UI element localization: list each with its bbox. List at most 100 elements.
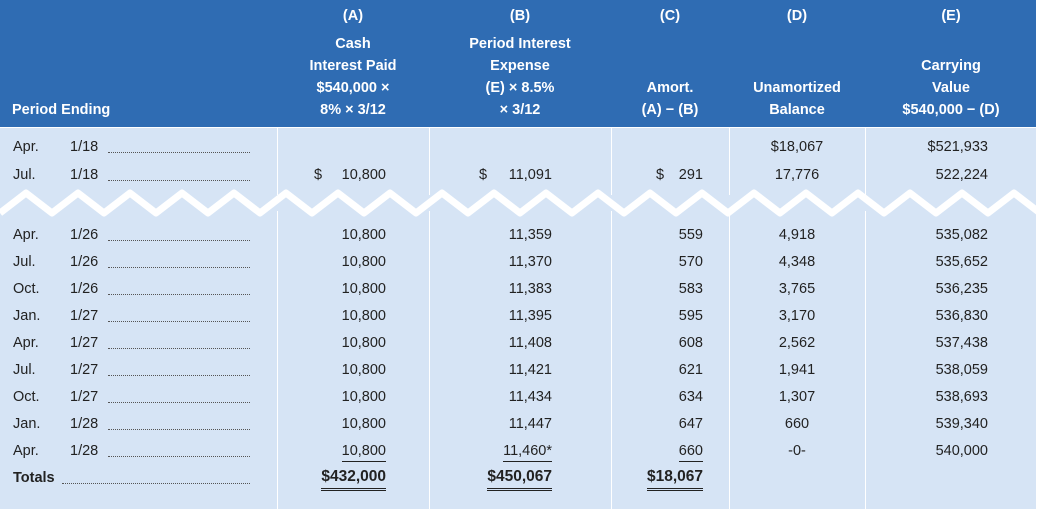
dollar-sign: $ [656, 167, 665, 183]
table-row: Apr. 1/28 10,800 11,460* 660 -0- 540,000 [0, 438, 1036, 465]
cell-carrying: 537,438 [935, 335, 988, 351]
header-col-e-letter: (E) [941, 8, 961, 24]
cell-unamortized: $18,067 [770, 139, 824, 155]
cell-cash-interest: 10,800 [341, 308, 386, 324]
leader-dots [108, 239, 250, 241]
row-year: 1/26 [70, 281, 99, 297]
cell-amortization: 634 [678, 389, 703, 405]
table-row: Jul. 1/18 $ 10,800 $ 11,091 $ 291 17,776… [0, 162, 1036, 189]
cell-cash-interest: 10,800 [341, 362, 386, 378]
total-cash-interest: $432,000 [321, 466, 386, 491]
cell-interest-expense: 11,460* [503, 441, 552, 462]
header-col-c-line1: Amort. [646, 80, 694, 96]
cell-carrying: $521,933 [927, 139, 988, 155]
table-row: Apr. 1/26 10,800 11,359 559 4,918 535,082 [0, 222, 1036, 249]
cell-cash-interest: 10,800 [341, 227, 386, 243]
row-year: 1/27 [70, 389, 99, 405]
cell-interest-expense: 11,408 [508, 335, 552, 351]
cell-cash-interest: 10,800 [341, 389, 386, 405]
table-row: Jan. 1/28 10,800 11,447 647 660 539,340 [0, 411, 1036, 438]
row-month: Apr. [13, 139, 39, 155]
column-divider [729, 127, 730, 509]
cell-amortization: 570 [678, 254, 703, 270]
dollar-sign: $ [314, 167, 323, 183]
table-row: Jul. 1/27 10,800 11,421 621 1,941 538,059 [0, 357, 1036, 384]
cell-carrying: 522,224 [935, 167, 988, 183]
cell-unamortized: -0- [788, 443, 806, 459]
column-divider [865, 127, 866, 509]
row-year: 1/27 [70, 362, 99, 378]
row-month: Apr. [13, 227, 39, 243]
cell-interest-expense: 11,359 [508, 227, 552, 243]
header-col-e-line3: $540,000 − (D) [902, 102, 1000, 118]
cell-unamortized: 660 [784, 416, 810, 432]
row-year: 1/28 [70, 416, 99, 432]
cell-interest-expense: 11,421 [508, 362, 552, 378]
row-month: Oct. [13, 281, 40, 297]
leader-dots [108, 293, 250, 295]
header-col-a-line2: Interest Paid [309, 58, 397, 74]
row-year: 1/28 [70, 443, 99, 459]
cell-amortization: 595 [678, 308, 703, 324]
cell-carrying: 536,235 [935, 281, 988, 297]
row-month: Apr. [13, 443, 39, 459]
cell-carrying: 535,082 [935, 227, 988, 243]
cell-interest-expense: 11,434 [508, 389, 552, 405]
cell-carrying: 535,652 [935, 254, 988, 270]
cell-cash-interest: 10,800 [341, 335, 386, 351]
table-row: Jul. 1/26 10,800 11,370 570 4,348 535,652 [0, 249, 1036, 276]
header-period-ending: Period Ending [12, 0, 262, 127]
header-period-label: Period Ending [12, 102, 111, 118]
row-month: Jul. [13, 254, 36, 270]
leader-dots [108, 374, 250, 376]
row-month: Apr. [13, 335, 39, 351]
header-col-d-line2: Balance [769, 102, 825, 118]
header-col-e-line2: Value [932, 80, 970, 96]
total-amortization: $18,067 [646, 466, 703, 491]
cell-unamortized: 17,776 [774, 167, 820, 183]
header-col-b: (B) Period Interest Expense (E) × 8.5% ×… [430, 0, 610, 127]
cell-cash-interest: 10,800 [341, 416, 386, 432]
cell-cash-interest: 10,800 [341, 254, 386, 270]
cell-cash-interest: 10,800 [341, 167, 386, 183]
header-col-b-line2: Expense [490, 58, 550, 74]
leader-dots [108, 401, 250, 403]
cell-amortization: 608 [678, 335, 703, 351]
cell-amortization: 621 [678, 362, 703, 378]
header-col-b-line1: Period Interest [469, 36, 571, 52]
row-year: 1/27 [70, 335, 99, 351]
row-year: 1/26 [70, 227, 99, 243]
column-divider [611, 127, 612, 509]
cell-unamortized: 3,765 [778, 281, 816, 297]
header-col-a-line1: Cash [335, 36, 371, 52]
leader-dots [108, 428, 250, 430]
header-col-a: (A) Cash Interest Paid $540,000 × 8% × 3… [278, 0, 428, 127]
row-year: 1/18 [70, 167, 99, 183]
cell-unamortized: 2,562 [778, 335, 816, 351]
leader-dots [108, 151, 250, 153]
cell-interest-expense: 11,395 [508, 308, 552, 324]
cell-unamortized: 4,348 [778, 254, 816, 270]
cell-amortization: 660 [678, 441, 703, 462]
row-month: Jan. [13, 308, 41, 324]
header-col-b-letter: (B) [509, 8, 531, 24]
cell-amortization: 291 [678, 167, 703, 183]
break-wave [0, 189, 1036, 217]
header-col-d-letter: (D) [786, 8, 808, 24]
cell-carrying: 540,000 [935, 443, 988, 459]
row-month: Jul. [13, 167, 36, 183]
row-year: 1/18 [70, 139, 99, 155]
row-year: 1/27 [70, 308, 99, 324]
leader-dots [108, 179, 250, 181]
leader-dots [108, 320, 250, 322]
header-col-a-line4: 8% × 3/12 [320, 102, 386, 118]
cell-carrying: 538,693 [935, 389, 988, 405]
cell-unamortized: 4,918 [778, 227, 816, 243]
cell-carrying: 539,340 [935, 416, 988, 432]
row-month: Oct. [13, 389, 40, 405]
cell-amortization: 583 [678, 281, 703, 297]
header-col-a-letter: (A) [342, 8, 364, 24]
leader-dots [62, 482, 250, 484]
cell-unamortized: 1,307 [778, 389, 816, 405]
totals-row: Totals $432,000 $450,067 $18,067 [0, 465, 1036, 492]
